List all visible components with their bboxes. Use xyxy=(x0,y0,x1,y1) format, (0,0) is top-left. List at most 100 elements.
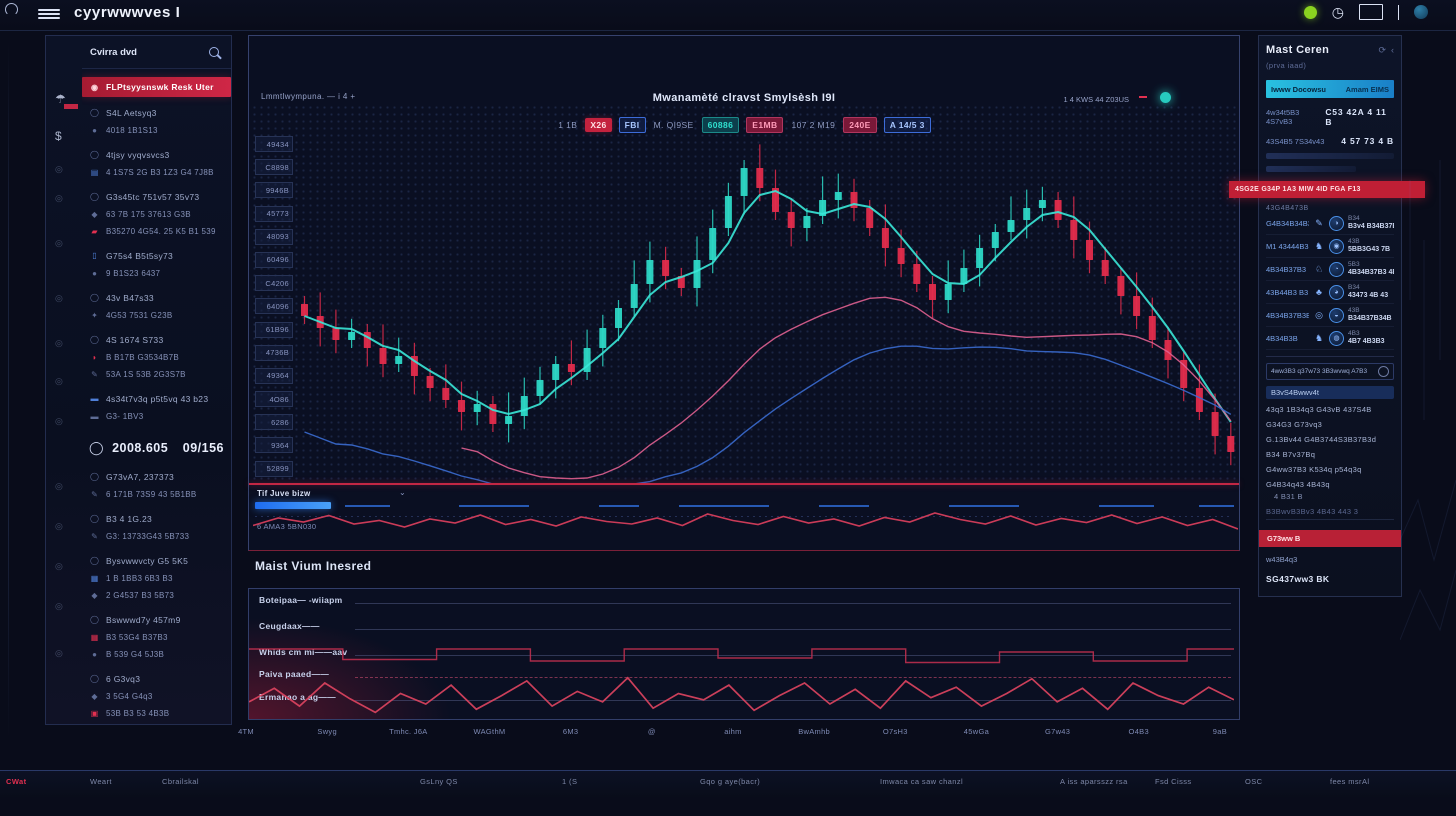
statusbar-item[interactable]: Weart xyxy=(90,777,112,786)
statusbar-item[interactable]: Fsd Cisss xyxy=(1155,777,1192,786)
info-icon[interactable]: ◎ xyxy=(55,521,63,531)
info-icon[interactable]: ◎ xyxy=(55,416,63,426)
sidebar-item[interactable]: ◯ Bswwwd7y 457m9 xyxy=(82,610,231,629)
statusbar-item[interactable]: OSC xyxy=(1245,777,1263,786)
info-icon[interactable]: ◎ xyxy=(55,376,63,386)
red-action-row[interactable]: G73ww B xyxy=(1259,530,1401,547)
coin-row[interactable]: 4B34B37B3B ◎ ◒ 43B B34B37B34B xyxy=(1266,304,1394,327)
oscillator-progress-bar[interactable] xyxy=(255,502,331,509)
toolbar-text[interactable]: 1 1B xyxy=(558,120,578,130)
search-icon[interactable] xyxy=(209,47,219,57)
refresh-icon[interactable]: ⟳ xyxy=(1378,44,1386,55)
info-icon[interactable]: ◎ xyxy=(55,338,63,348)
highlighted-row[interactable]: B3vS4Bwwv4t xyxy=(1266,386,1394,399)
sidebar-item[interactable]: ◯ 6 G3vq3 xyxy=(82,669,231,688)
sidebar-item[interactable]: ✎ 53A 1S 53B 2G3S7B xyxy=(82,366,231,383)
sidebar-item[interactable]: ▰ B35270 4G54. 25 K5 B1 539 xyxy=(82,223,231,240)
info-icon[interactable]: ◎ xyxy=(55,293,63,303)
sidebar-item[interactable]: ◯ Bysvwwvcty G5 5K5 xyxy=(82,551,231,570)
sidebar-item[interactable]: ◉ FLPtsyysnswk Resk Uter xyxy=(82,77,231,97)
info-icon[interactable]: ◎ xyxy=(55,648,63,658)
sidebar-item[interactable]: ▦ 1 B 1BB3 6B3 B3 xyxy=(82,570,231,587)
chevron-left-icon[interactable]: ‹ xyxy=(1391,44,1394,55)
sidebar-item[interactable]: ▣ 53B B3 53 4B3B xyxy=(82,705,231,722)
sidebar-item[interactable]: ◯ B3 4 1G.23 xyxy=(82,509,231,528)
toolbar-badge[interactable]: E1MB xyxy=(746,117,784,133)
sidebar-item[interactable]: ● B 539 G4 5J3B xyxy=(82,646,231,663)
sidebar-item[interactable]: ▯ G75s4 B5t5sy73 xyxy=(82,246,231,265)
sidebar-item[interactable]: ▤ 4 1S7S 2G B3 1Z3 G4 7J8B xyxy=(82,164,231,181)
coin-icon[interactable]: $ xyxy=(55,129,62,143)
statusbar-item[interactable]: 1 (S xyxy=(562,777,578,786)
sidebar-item[interactable]: ◆ 63 7B 175 37613 G3B xyxy=(82,206,231,223)
coin-row[interactable]: 4B34B3B ♞ ◍ 4B3 4B7 4B3B3 xyxy=(1266,327,1394,350)
sidebar-item[interactable]: ▬ 4s34t7v3q p5t5vq 43 b23 xyxy=(82,389,231,408)
oscillator-chart[interactable] xyxy=(253,500,1238,552)
coin-row[interactable]: 43B44B3 B3 ♣ ◕ B34 43473 4B 43 xyxy=(1266,281,1394,304)
time-tick-label: 9aB xyxy=(1212,727,1228,736)
info-icon[interactable]: ◎ xyxy=(55,601,63,611)
toolbar-text[interactable]: 107 2 M19 xyxy=(791,120,836,130)
sidebar-stats-row[interactable]: ◯ 2008.605 09/156 xyxy=(82,435,231,461)
sidebar-item[interactable]: ◯ G3s45tc 751v57 35v73 xyxy=(82,187,231,206)
toolbar-text[interactable]: M. QI9SE xyxy=(653,120,694,130)
hamburger-menu-icon[interactable] xyxy=(38,7,60,23)
sidebar-item[interactable]: ✎ G3: 13733G43 5B733 xyxy=(82,528,231,545)
sidebar-item[interactable]: ◗ B B17B G3534B7B xyxy=(82,349,231,366)
window-icon[interactable] xyxy=(1359,4,1383,20)
panel-text-line: G.13Bv44 G4B3744S3B37B3d xyxy=(1266,435,1377,444)
statusbar-item[interactable]: CWat xyxy=(6,777,27,786)
candlestick-chart[interactable] xyxy=(293,138,1240,484)
sidebar-item[interactable]: ◯ 4S 1674 S733 xyxy=(82,330,231,349)
toolbar-badge[interactable]: 60886 xyxy=(701,117,740,133)
sidebar-item[interactable]: ▦ B3 53G4 B37B3 xyxy=(82,629,231,646)
info-icon[interactable]: ◎ xyxy=(55,238,63,248)
time-tick-label: G7w43 xyxy=(1044,727,1071,736)
toolbar-badge[interactable]: X26 xyxy=(585,118,612,132)
coin-symbol: 43B xyxy=(1348,307,1360,315)
divider xyxy=(1398,4,1399,20)
toolbar-badge[interactable]: FBI xyxy=(618,117,646,133)
info-icon[interactable]: ◎ xyxy=(55,164,63,174)
sidebar-item[interactable]: ✦ 4G53 7531 G23B xyxy=(82,307,231,324)
info-icon[interactable]: ◎ xyxy=(55,561,63,571)
sidebar-item[interactable]: ● 4018 1B1S13 xyxy=(82,122,231,139)
volume-row: Paiva paaed—— xyxy=(259,669,1233,683)
panel-search-row[interactable]: 4ww3B3 q37w73 3B3wvwq A7B3 xyxy=(1266,363,1394,380)
sidebar-item[interactable]: ◯ 43v B47s33 xyxy=(82,288,231,307)
chevron-down-icon[interactable]: ⌄ xyxy=(399,488,406,497)
statusbar-item[interactable]: fees msrAl xyxy=(1330,777,1370,786)
coin-row[interactable]: 4B34B37B3 ♘ ◔ 5B3 4B34B37B3 4B xyxy=(1266,258,1394,281)
balloon-icon[interactable]: ☂ xyxy=(55,92,66,106)
info-icon[interactable]: ◎ xyxy=(55,193,63,203)
statusbar-item[interactable]: A iss aparsszz rsa xyxy=(1060,777,1128,786)
sidebar-item[interactable]: ▬ G3- 1BV3 xyxy=(82,408,231,425)
sidebar-item[interactable]: ◆ 3 5G4 G4q3 xyxy=(82,688,231,705)
toolbar-badge[interactable]: 240E xyxy=(843,117,877,133)
market-header-row[interactable]: Iwww Docowsu Amam EIMS xyxy=(1266,80,1394,98)
sidebar-item[interactable]: ◆ 2 G4537 B3 5B73 xyxy=(82,587,231,604)
statusbar-item[interactable]: Gqo g aye(bacr) xyxy=(700,777,761,786)
statusbar-item[interactable]: Cbrailskal xyxy=(162,777,199,786)
sidebar-item[interactable]: ◯ 4tjsy vyqvsvcs3 xyxy=(82,145,231,164)
toolbar-badge[interactable]: A 14/5 3 xyxy=(883,117,931,133)
sidebar-search[interactable]: Cvirra dvd xyxy=(82,36,231,69)
time-tick-label: O4B3 xyxy=(1128,727,1149,736)
sidebar-item[interactable]: ◯ S4L Aetsyq3 xyxy=(82,103,231,122)
sidebar-item[interactable]: ✎ 6 171B 73S9 43 5B1BB xyxy=(82,486,231,503)
circle-icon: ◯ xyxy=(90,192,99,201)
sidebar-item[interactable]: ◯ G73vA7, 237373 xyxy=(82,467,231,486)
time-tick-label: WAGthM xyxy=(473,727,506,736)
volume-lines-chart[interactable] xyxy=(249,589,1234,721)
coin-avatar-icon: ◉ xyxy=(1329,238,1344,254)
coin-row[interactable]: M1 43444B3B ♞ ◉ 43B 5BB3G43 7B xyxy=(1266,235,1394,258)
statusbar-item[interactable]: GsLny QS xyxy=(420,777,458,786)
statusbar-item[interactable]: Imwaca ca saw chanzl xyxy=(880,777,964,786)
info-icon[interactable]: ◎ xyxy=(55,481,63,491)
avatar[interactable] xyxy=(1414,5,1428,19)
alert-banner[interactable]: 4SG2E G34P 1A3 MIW 4ID FGA F13 xyxy=(1229,181,1425,198)
stats-value-left: 2008.605 xyxy=(112,441,169,455)
sidebar-item[interactable]: ● 9 B1S23 6437 xyxy=(82,265,231,282)
clock-icon[interactable]: ◷ xyxy=(1331,4,1344,20)
